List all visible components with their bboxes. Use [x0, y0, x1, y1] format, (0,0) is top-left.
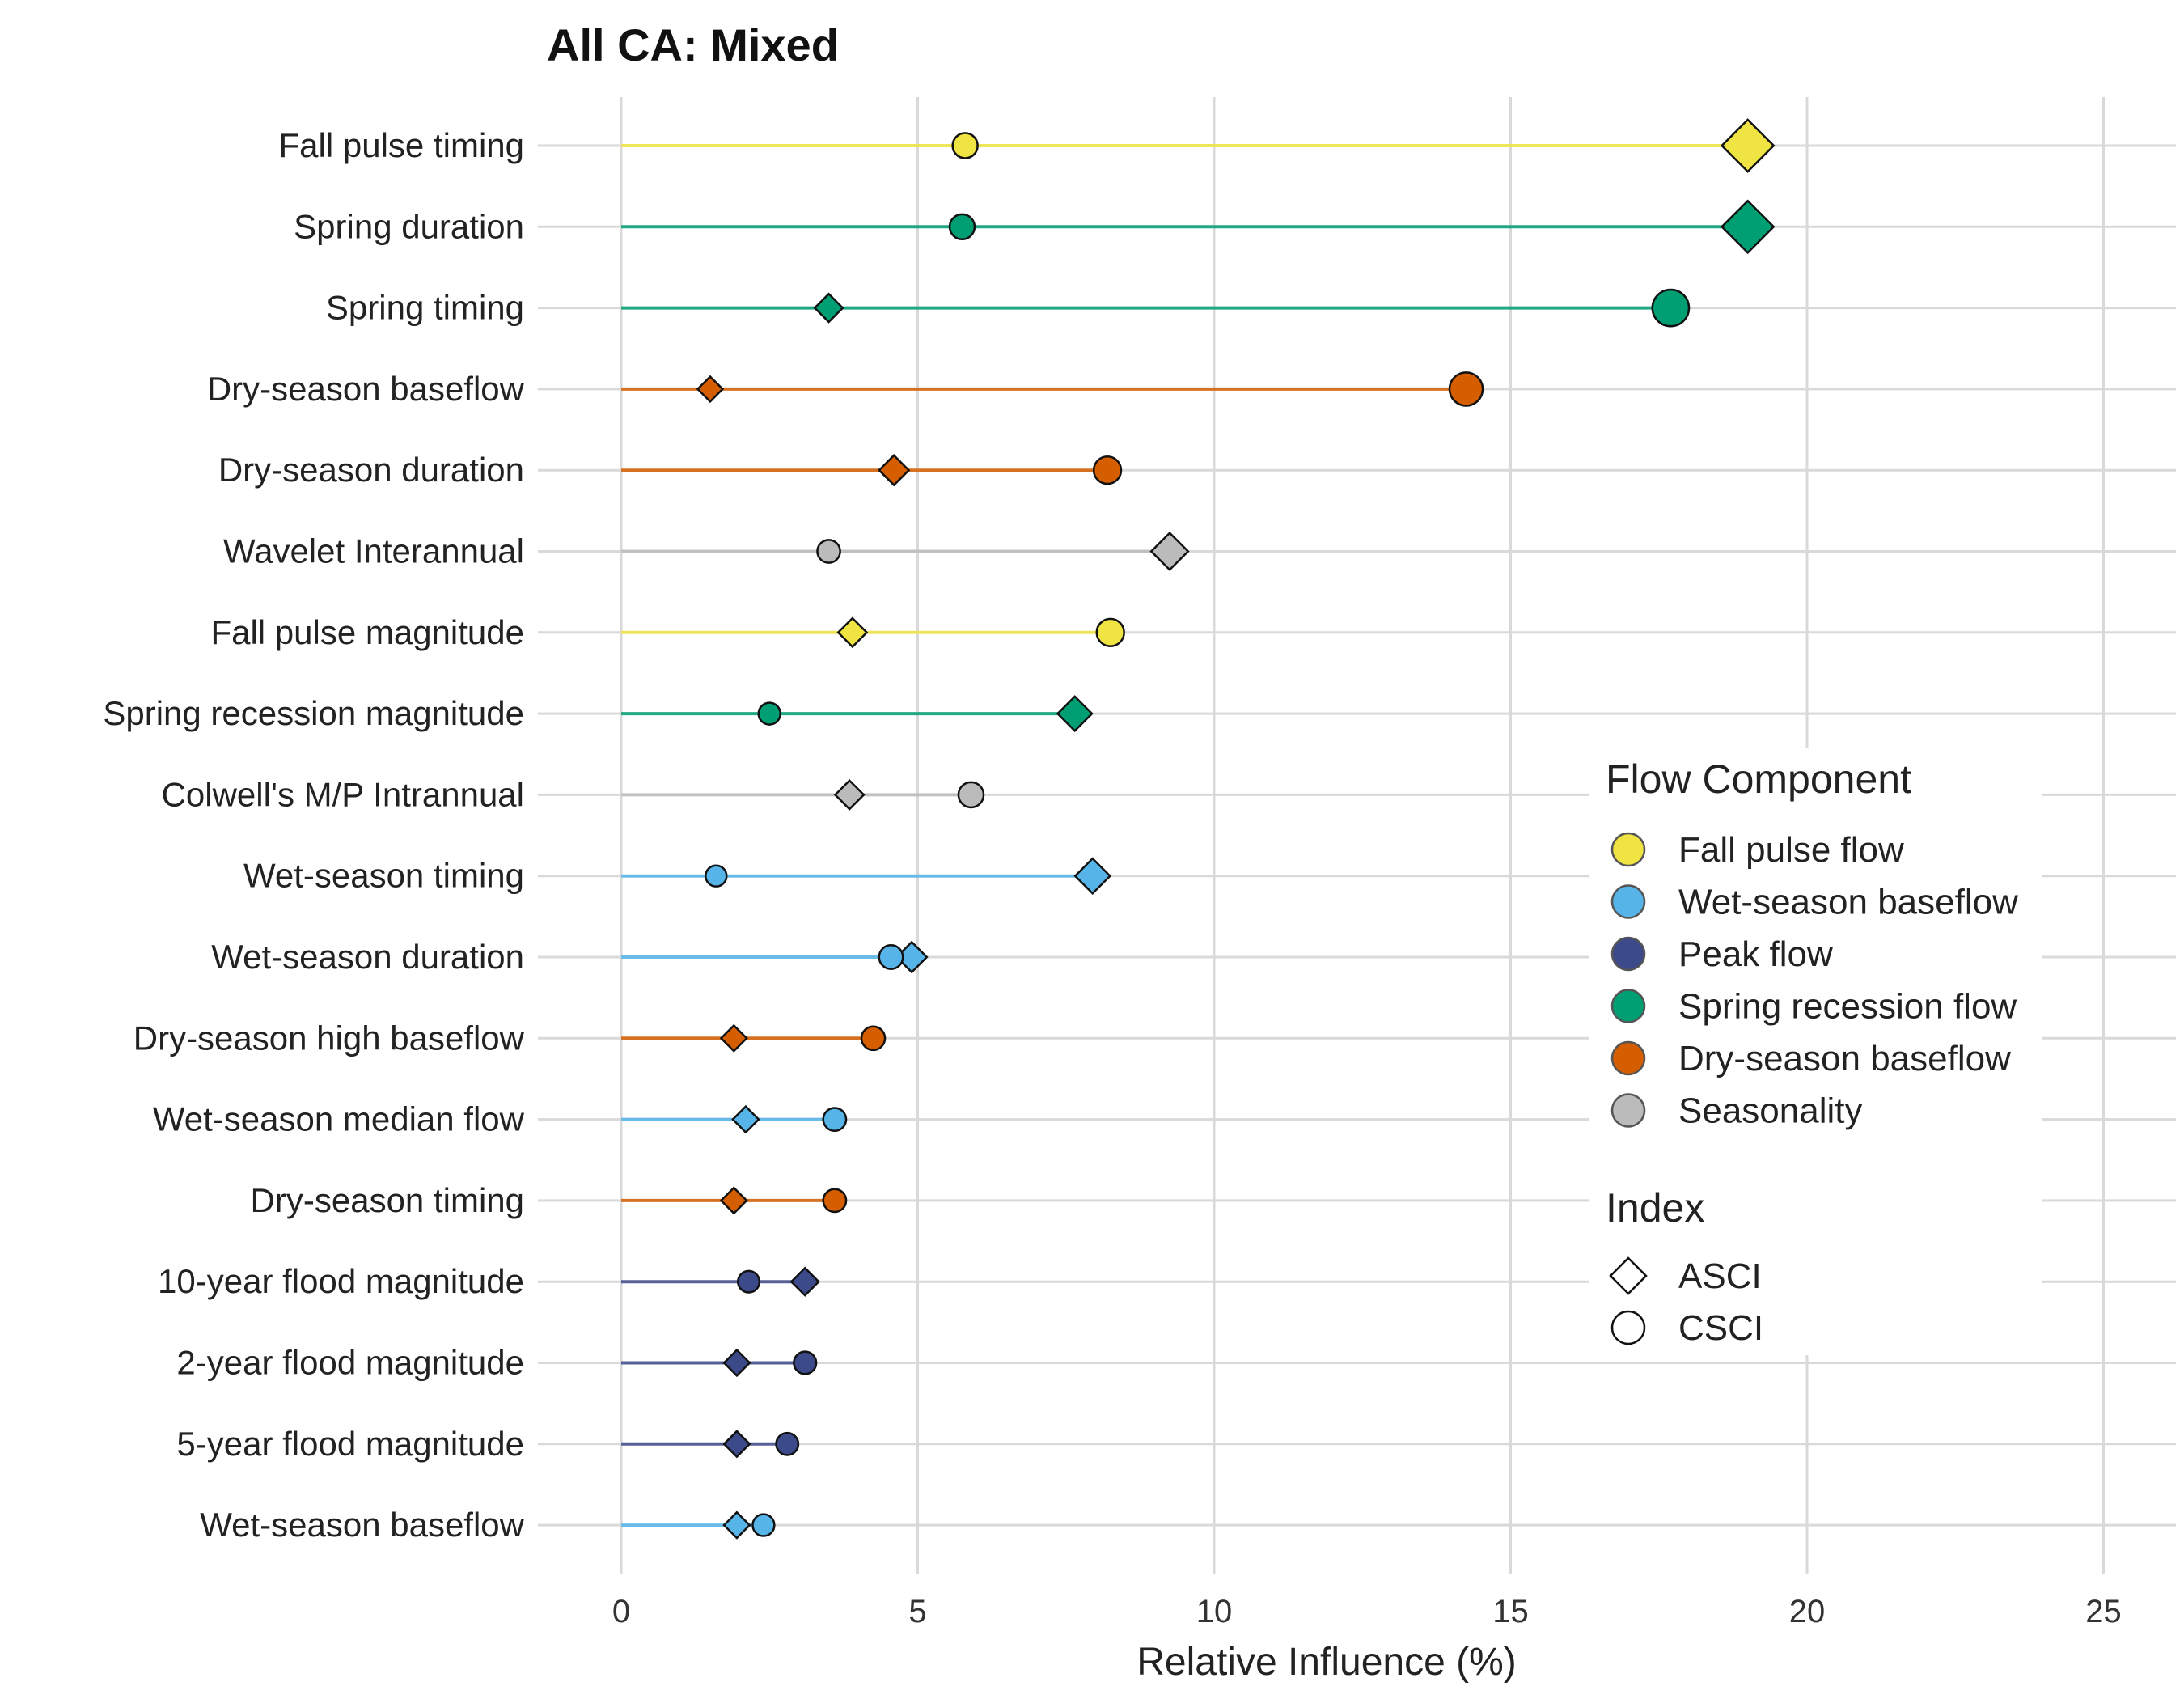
asci-point-wavelet-interannual [1149, 531, 1190, 572]
legend-label-peak-flow: Peak flow [1678, 934, 1833, 974]
legend-swatch-fall-pulse-flow [1610, 832, 1646, 867]
category-label-wet-season-baseflow: Wet-season baseflow [200, 1506, 524, 1544]
csci-point-2-year-flood-magnitude [793, 1350, 818, 1375]
asci-point-wet-season-baseflow [722, 1510, 751, 1540]
asci-point-dry-season-high-baseflow [719, 1023, 748, 1053]
asci-point-5-year-flood-magnitude [722, 1430, 751, 1459]
csci-point-spring-recession-magnitude [757, 701, 781, 726]
category-label-wet-season-timing: Wet-season timing [243, 857, 524, 895]
csci-point-wet-season-duration [878, 944, 904, 970]
legend-label-asci: ASCI [1678, 1256, 1762, 1296]
category-label-10-year-flood-magnitude: 10-year flood magnitude [158, 1262, 524, 1300]
csci-point-dry-season-baseflow [1448, 371, 1484, 407]
legend-label-spring-recession-flow: Spring recession flow [1678, 987, 2017, 1027]
csci-point-fall-pulse-timing [951, 132, 979, 159]
legend-title-component: Flow Component [1606, 756, 1911, 802]
csci-point-fall-pulse-magnitude [1095, 617, 1125, 647]
asci-point-fall-pulse-timing [1720, 118, 1776, 173]
csci-point-wavelet-interannual [816, 539, 841, 564]
asci-point-spring-recession-magnitude [1056, 695, 1094, 733]
x-tick-label: 10 [1196, 1594, 1233, 1629]
csci-point-colwell-s-m-p-intrannual [957, 781, 985, 809]
x-tick-label: 25 [2085, 1594, 2122, 1629]
x-tick-label: 0 [612, 1594, 630, 1629]
category-label-fall-pulse-magnitude: Fall pulse magnitude [210, 613, 524, 651]
category-label-dry-season-baseflow: Dry-season baseflow [207, 370, 525, 408]
asci-point-dry-season-baseflow [696, 375, 725, 404]
x-tick-label: 20 [1789, 1594, 1826, 1629]
category-label-dry-season-high-baseflow: Dry-season high baseflow [133, 1019, 525, 1057]
legend: Flow Component Fall pulse flow Wet-season… [1589, 748, 2042, 1355]
csci-point-spring-timing [1651, 288, 1691, 328]
category-label-fall-pulse-timing: Fall pulse timing [279, 126, 524, 164]
x-tick-label: 15 [1492, 1594, 1529, 1629]
legend-swatch-peak-flow [1610, 936, 1646, 972]
csci-point-dry-season-timing [822, 1188, 848, 1214]
legend-swatch-spring-recession-flow [1610, 989, 1646, 1023]
csci-point-dry-season-duration [1092, 455, 1123, 485]
csci-point-dry-season-high-baseflow [860, 1025, 887, 1052]
category-label-wet-season-duration: Wet-season duration [211, 938, 524, 976]
x-axis-ticks: 0 5 10 15 20 25 [612, 1594, 2122, 1629]
category-label-dry-season-timing: Dry-season timing [251, 1181, 524, 1219]
legend-label-wet-season-baseflow: Wet-season baseflow [1678, 883, 2018, 922]
category-label-spring-timing: Spring timing [326, 289, 524, 327]
asci-point-wet-season-median-flow [731, 1104, 760, 1134]
asci-point-dry-season-duration [878, 454, 911, 487]
legend-title-index: Index [1606, 1185, 1704, 1231]
category-label-5-year-flood-magnitude: 5-year flood magnitude [176, 1425, 524, 1463]
category-label-wet-season-median-flow: Wet-season median flow [153, 1100, 525, 1138]
legend-swatch-asci [1609, 1256, 1648, 1295]
category-label-spring-duration: Spring duration [294, 207, 524, 245]
category-label-wavelet-interannual: Wavelet Interannual [223, 532, 524, 570]
legend-background [1589, 748, 2042, 1355]
legend-swatch-wet-season-baseflow [1610, 884, 1646, 919]
category-label-colwell-s-m-p-intrannual: Colwell's M/P Intrannual [162, 775, 524, 813]
markers-layer [696, 118, 1776, 1540]
chart-title: All CA: Mixed [547, 19, 839, 70]
asci-point-10-year-flood-magnitude [789, 1266, 820, 1297]
legend-label-csci: CSCI [1678, 1308, 1763, 1348]
asci-point-colwell-s-m-p-intrannual [833, 778, 866, 811]
x-gridlines [620, 97, 2105, 1574]
csci-point-wet-season-baseflow [751, 1513, 776, 1537]
legend-swatch-csci [1610, 1310, 1646, 1345]
asci-point-dry-season-timing [719, 1186, 748, 1215]
category-label-dry-season-duration: Dry-season duration [218, 451, 524, 489]
legend-index-items: ASCI CSCI [1609, 1256, 1763, 1348]
asci-point-fall-pulse-magnitude [836, 616, 869, 649]
csci-point-wet-season-median-flow [822, 1107, 848, 1133]
asci-point-2-year-flood-magnitude [722, 1348, 751, 1378]
csci-point-10-year-flood-magnitude [737, 1269, 761, 1294]
x-tick-label: 5 [908, 1594, 926, 1629]
legend-label-seasonality: Seasonality [1678, 1091, 1862, 1131]
legend-swatch-seasonality [1610, 1093, 1646, 1128]
category-label-spring-recession-magnitude: Spring recession magnitude [103, 694, 524, 732]
asci-point-spring-duration [1720, 199, 1776, 255]
y-axis-labels: Fall pulse timing Spring duration Spring t… [103, 126, 524, 1544]
category-label-2-year-flood-magnitude: 2-year flood magnitude [176, 1344, 524, 1382]
csci-point-spring-duration [948, 213, 976, 240]
legend-label-fall-pulse-flow: Fall pulse flow [1678, 830, 1904, 870]
csci-point-5-year-flood-magnitude [775, 1431, 800, 1456]
asci-point-wet-season-timing [1073, 857, 1112, 896]
x-axis-label: Relative Influence (%) [1136, 1641, 1517, 1684]
legend-label-dry-season-baseflow: Dry-season baseflow [1678, 1039, 2011, 1078]
csci-point-wet-season-timing [705, 864, 728, 888]
legend-component-items: Fall pulse flow Wet-season baseflow Peak f… [1610, 830, 2018, 1131]
legend-swatch-dry-season-baseflow [1610, 1040, 1646, 1076]
asci-point-spring-timing [813, 292, 844, 324]
